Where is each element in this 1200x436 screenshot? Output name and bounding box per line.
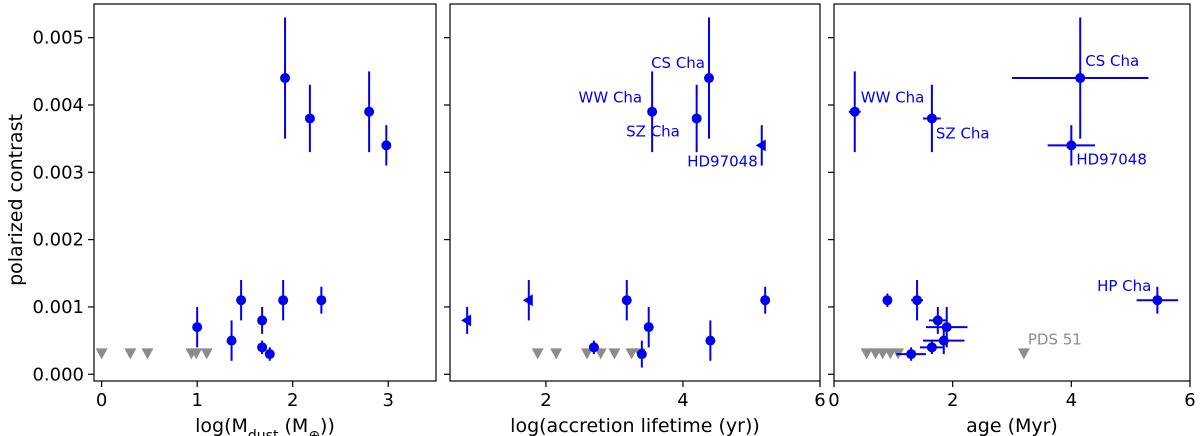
data-point (278, 295, 289, 306)
y-tick-label: 0.005 (32, 28, 84, 49)
upper-limit-marker (190, 348, 203, 360)
data-point (264, 349, 275, 360)
annotation-label: CS Cha (1085, 52, 1139, 70)
upper-limit-marker (625, 348, 638, 360)
annotation-label: HP Cha (1097, 277, 1151, 295)
data-point (636, 349, 647, 360)
data-point (1075, 73, 1086, 84)
data-point (1152, 295, 1163, 306)
data-point (280, 73, 291, 84)
annotation-label: CS Cha (651, 54, 705, 72)
data-point (705, 335, 716, 346)
x-axis-label: log(accretion lifetime (yr)) (510, 415, 760, 436)
lower-limit-marker (755, 139, 766, 152)
x-tick-label: 6 (814, 390, 825, 411)
axes-frame (449, 3, 821, 382)
data-point (304, 113, 315, 124)
upper-limit-marker (884, 348, 897, 360)
y-tick-label: 0.001 (32, 297, 84, 318)
upper-limit-marker (95, 348, 108, 360)
data-point (236, 295, 247, 306)
upper-limit-marker (581, 348, 594, 360)
data-point (643, 322, 654, 333)
x-tick-label: 1 (191, 390, 202, 411)
x-axis-label: log(Mdust (M⊕)) (195, 415, 335, 436)
data-point (226, 335, 237, 346)
lower-limit-marker (522, 294, 533, 307)
upper-limit-marker (124, 348, 137, 360)
data-point (926, 113, 937, 124)
y-tick-label: 0.003 (32, 162, 84, 183)
annotation-label: SZ Cha (626, 123, 680, 141)
data-point (1066, 140, 1077, 151)
data-point (906, 349, 917, 360)
data-point (691, 113, 702, 124)
upper-limit-marker (1017, 348, 1030, 360)
data-point (938, 335, 949, 346)
axes-frame (833, 3, 1191, 382)
data-point (849, 106, 860, 117)
upper-limit-marker (550, 348, 563, 360)
upper-limit-marker (531, 348, 544, 360)
data-point (882, 295, 893, 306)
annotation-label: HD97048 (1076, 150, 1147, 168)
upper-limit-marker (594, 348, 607, 360)
data-point (932, 315, 943, 326)
x-tick-label: 2 (540, 390, 551, 411)
annotation-label: PDS 51 (1028, 330, 1082, 348)
x-axis-label-part: (M (278, 415, 308, 436)
data-point (364, 106, 375, 117)
x-axis-label-part: dust (248, 428, 279, 436)
x-axis-label-part: log(M (195, 415, 248, 436)
upper-limit-marker (860, 348, 873, 360)
y-axis-label: polarized contrast (5, 114, 27, 286)
data-point (381, 140, 392, 151)
axes-frame (93, 3, 437, 382)
data-point (647, 106, 658, 117)
data-point (926, 342, 937, 353)
annotation-label: HD97048 (687, 152, 758, 170)
panel-dust-mass: 0.000 0.001 0.002 0.003 0.004 0.005 0 1 2 3 log(Md… (32, 3, 437, 436)
panel-age: 0 2 4 6 age (Myr) CS Cha WW Cha SZ Cha HD97048 HP… (828, 3, 1196, 436)
x-tick-label: 0 (828, 390, 839, 411)
data-point (588, 342, 599, 353)
data-point (704, 73, 714, 84)
x-tick-label: 2 (287, 390, 298, 411)
data-point (192, 322, 203, 333)
data-point (257, 342, 268, 353)
x-tick-label: 0 (96, 390, 107, 411)
y-tick-label: 0.002 (32, 230, 84, 251)
upper-limit-marker (141, 348, 154, 360)
annotation-label: WW Cha (861, 89, 925, 107)
data-point (316, 295, 327, 306)
lower-limit-marker (461, 314, 472, 327)
x-axis-label-part: ⊕ (308, 428, 320, 436)
x-axis-label: age (Myr) (966, 415, 1058, 436)
x-tick-label: 6 (1184, 390, 1195, 411)
y-tick-label: 0.000 (32, 364, 84, 385)
x-tick-label: 4 (677, 390, 688, 411)
x-tick-label: 2 (947, 390, 958, 411)
upper-limit-marker (876, 348, 889, 360)
x-axis-label-part: )) (320, 415, 335, 436)
annotation-label: SZ Cha (936, 124, 990, 142)
panel-accretion-lifetime: 2 4 6 log(accretion lifetime (yr)) CS Cha WW … (444, 3, 826, 436)
upper-limit-marker (608, 348, 621, 360)
data-point (257, 315, 268, 326)
annotation-label: WW Cha (579, 89, 643, 107)
data-point (621, 295, 632, 306)
data-point (912, 295, 923, 306)
x-tick-label: 4 (1066, 390, 1077, 411)
x-tick-label: 3 (383, 390, 394, 411)
data-point (760, 295, 771, 306)
y-tick-label: 0.004 (32, 95, 84, 116)
upper-limit-marker (200, 348, 213, 360)
